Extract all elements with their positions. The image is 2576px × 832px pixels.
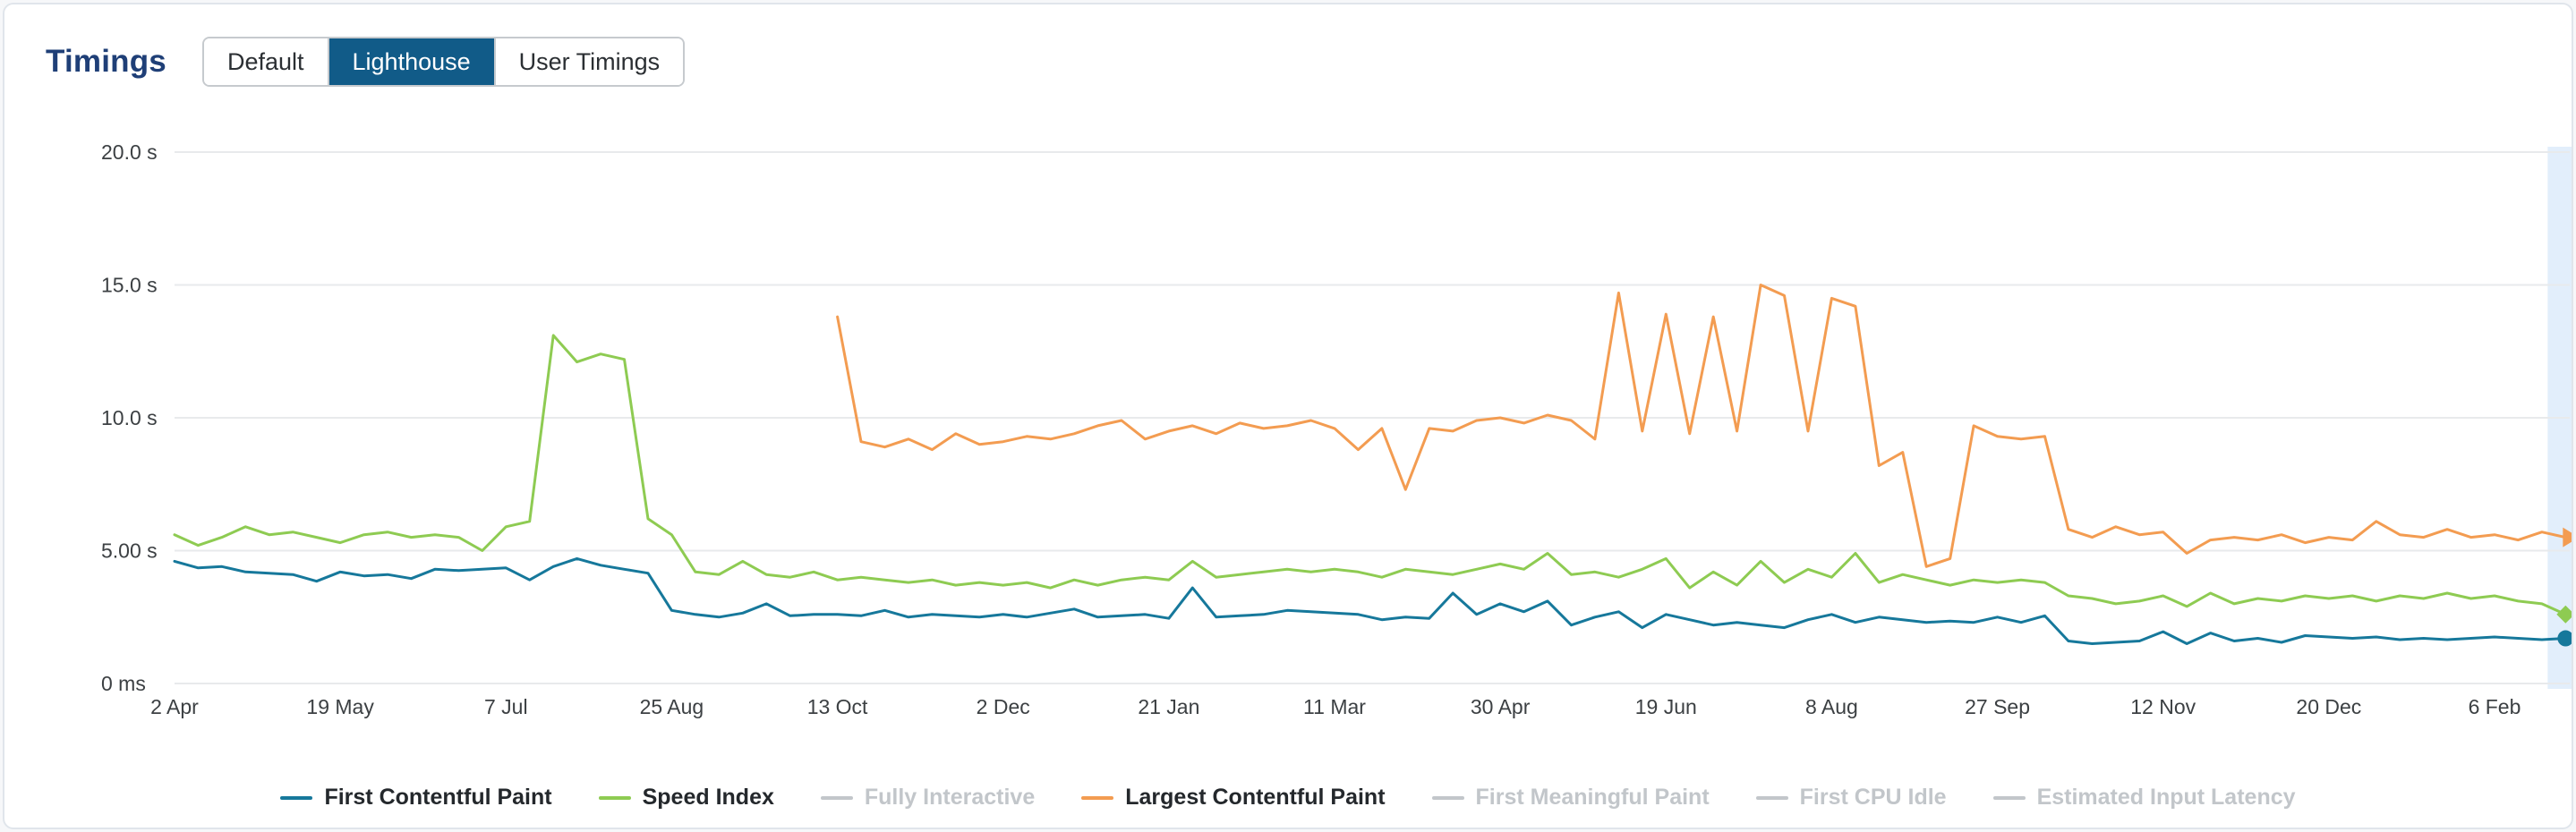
chart-legend: First Contentful Paint Speed Index Fully… [4, 785, 2572, 811]
tab-default[interactable]: Default [203, 38, 329, 86]
legend-item-speed-index[interactable]: Speed Index [598, 785, 774, 811]
legend-label: First CPU Idle [1799, 785, 1947, 810]
legend-item-largest-contentful-paint[interactable]: Largest Contentful Paint [1081, 785, 1386, 811]
timings-view-tabs: Default Lighthouse User Timings [201, 36, 686, 88]
legend-swatch-icon [1755, 795, 1788, 800]
svg-text:5.00 s: 5.00 s [101, 539, 158, 563]
y-axis: 0 ms 5.00 s 10.0 s 15.0 s 20.0 s [101, 140, 2570, 695]
svg-text:0 ms: 0 ms [101, 672, 146, 695]
panel-header: Timings Default Lighthouse User Timings [4, 4, 2572, 88]
legend-item-fully-interactive[interactable]: Fully Interactive [820, 785, 1036, 811]
latest-point-marker [2556, 605, 2572, 624]
legend-label: Speed Index [642, 785, 774, 810]
latest-point-marker [2557, 630, 2572, 647]
legend-item-first-cpu-idle[interactable]: First CPU Idle [1755, 785, 1947, 811]
tab-lighthouse[interactable]: Lighthouse [328, 38, 496, 86]
legend-label: Largest Contentful Paint [1125, 785, 1386, 810]
svg-text:20.0 s: 20.0 s [101, 140, 158, 164]
legend-swatch-icon [280, 795, 313, 800]
svg-text:15.0 s: 15.0 s [101, 274, 158, 297]
svg-text:12 Nov: 12 Nov [2130, 695, 2196, 718]
svg-text:2 Dec: 2 Dec [977, 695, 1030, 718]
legend-swatch-icon [1992, 795, 2026, 800]
svg-text:7 Jul: 7 Jul [484, 695, 528, 718]
legend-label: First Meaningful Paint [1475, 785, 1710, 810]
tab-user-timings[interactable]: User Timings [495, 38, 684, 86]
svg-text:19 May: 19 May [306, 695, 374, 718]
svg-text:2 Apr: 2 Apr [150, 695, 199, 718]
panel-title: Timings [46, 44, 166, 79]
svg-text:20 Dec: 20 Dec [2296, 695, 2361, 718]
timings-panel: Timings Default Lighthouse User Timings … [3, 3, 2573, 829]
legend-item-estimated-input-latency[interactable]: Estimated Input Latency [1992, 785, 2296, 811]
svg-text:21 Jan: 21 Jan [1138, 695, 1199, 718]
legend-item-first-contentful-paint[interactable]: First Contentful Paint [280, 785, 552, 811]
series-largest-contentful-paint [836, 284, 2572, 568]
legend-swatch-icon [820, 795, 853, 800]
x-axis: 2 Apr 19 May 7 Jul 25 Aug 13 Oct 2 Dec 21 Jan 1… [150, 695, 2521, 718]
legend-item-first-meaningful-paint[interactable]: First Meaningful Paint [1431, 785, 1710, 811]
svg-text:27 Sep: 27 Sep [1965, 695, 2030, 718]
legend-swatch-icon [1431, 795, 1464, 800]
svg-text:25 Aug: 25 Aug [640, 695, 704, 718]
svg-text:13 Oct: 13 Oct [807, 695, 868, 718]
svg-text:11 Mar: 11 Mar [1303, 695, 1366, 718]
series-speed-index [173, 334, 2572, 624]
svg-text:30 Apr: 30 Apr [1471, 695, 1531, 718]
svg-text:10.0 s: 10.0 s [101, 406, 158, 429]
svg-text:19 Jun: 19 Jun [1635, 695, 1697, 718]
legend-label: Fully Interactive [864, 785, 1036, 810]
timings-chart[interactable]: 0 ms 5.00 s 10.0 s 15.0 s 20.0 s 2 Apr 19 May 7… [4, 121, 2573, 738]
legend-swatch-icon [1081, 795, 1114, 800]
legend-label: Estimated Input Latency [2036, 785, 2296, 810]
legend-label: First Contentful Paint [324, 785, 552, 810]
latest-point-marker [2563, 527, 2572, 548]
svg-text:8 Aug: 8 Aug [1805, 695, 1858, 718]
svg-text:6 Feb: 6 Feb [2469, 695, 2521, 718]
legend-swatch-icon [598, 795, 631, 800]
series-first-contentful-paint [173, 556, 2572, 647]
